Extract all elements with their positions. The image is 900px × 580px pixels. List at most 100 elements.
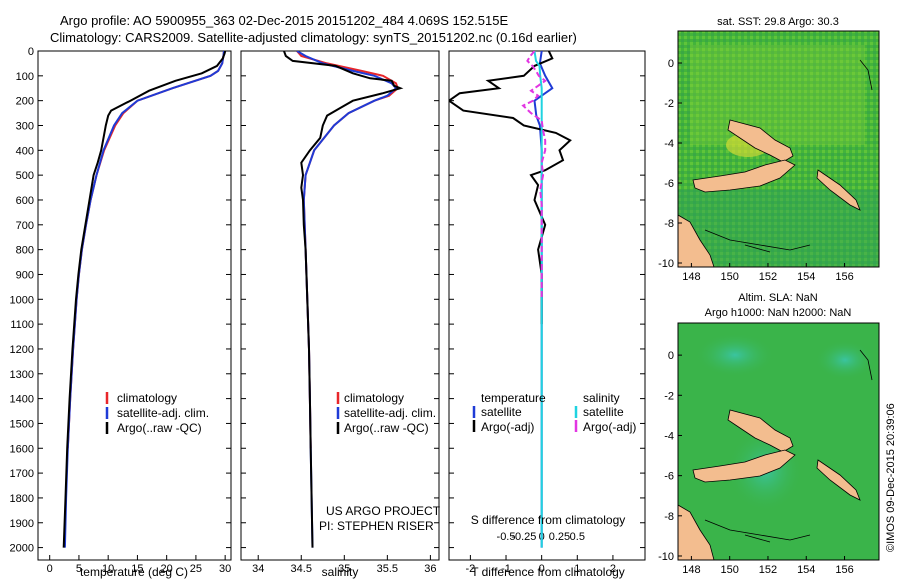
legend-label-s-argo: Argo(-adj) bbox=[583, 420, 636, 434]
sla-map-panel: Altim. SLA: NaN Argo h1000: NaN h2000: N… bbox=[658, 292, 880, 576]
x-tick-label: 0 bbox=[47, 563, 53, 575]
sst-map-title: sat. SST: 29.8 Argo: 30.3 bbox=[717, 16, 839, 28]
map-x-tick-label: 156 bbox=[835, 271, 853, 283]
legend-label-t-argo: Argo(-adj) bbox=[481, 420, 534, 434]
series-t-argo-adj- bbox=[449, 51, 572, 325]
side-stamp: ©IMOS 09-Dec-2015 20:39:06 bbox=[885, 403, 897, 552]
land-southwest-sst bbox=[678, 214, 715, 267]
difference-x-axis: -2 -1 0 1 2 bbox=[465, 555, 616, 575]
legend-label-t-satellite: satellite bbox=[481, 405, 522, 419]
land-new-guinea-sst bbox=[692, 159, 796, 193]
x-tick-label: -1 bbox=[501, 563, 511, 575]
series-argo-raw-qc- bbox=[283, 51, 404, 548]
legend-label-climatology: climatology bbox=[344, 391, 404, 405]
temperature-panel: 0100200300400500600700800900100011001200… bbox=[10, 46, 232, 579]
s-tick-label: -0.5 bbox=[497, 531, 516, 543]
salinity-x-label: salinity bbox=[322, 565, 359, 579]
x-tick-label: 20 bbox=[161, 563, 173, 575]
sla-map-frame bbox=[677, 322, 880, 561]
sla-map-axes: 148 150 152 154 156 0 -2 -4 -6 -8 -10 bbox=[658, 350, 854, 576]
depth-tick-label: 500 bbox=[16, 170, 34, 182]
x-tick-label: 1 bbox=[574, 563, 580, 575]
map-y-tick-label: 0 bbox=[668, 350, 674, 362]
map-x-tick-label: 150 bbox=[721, 564, 739, 576]
depth-tick-label: 200 bbox=[16, 96, 34, 108]
x-tick-label: 15 bbox=[131, 563, 143, 575]
s-tick-label: -0.25 bbox=[511, 531, 536, 543]
reef-lines-sla bbox=[704, 349, 873, 543]
map-x-tick-label: 152 bbox=[759, 564, 777, 576]
map-y-tick-label: 0 bbox=[668, 58, 674, 70]
x-tick-label: 34.5 bbox=[291, 563, 312, 575]
map-x-tick-label: 154 bbox=[797, 564, 815, 576]
t-difference-label: T difference from climatology bbox=[471, 565, 625, 579]
x-tick-label: 35 bbox=[338, 563, 350, 575]
legend-label-argo: Argo(..raw -QC) bbox=[344, 421, 429, 435]
map-y-tick-label: -4 bbox=[664, 138, 674, 150]
x-tick-label: 5 bbox=[76, 563, 82, 575]
legend-temperature-header: temperature bbox=[481, 391, 546, 405]
header-line-2: Climatology: CARS2009. Satellite-adjuste… bbox=[50, 30, 577, 45]
map-y-tick-label: -2 bbox=[664, 390, 674, 402]
sst-map-field bbox=[678, 31, 879, 267]
map-x-tick-label: 154 bbox=[797, 271, 815, 283]
x-tick-label: 30 bbox=[219, 563, 231, 575]
depth-tick-label: 1400 bbox=[10, 394, 34, 406]
map-y-tick-label: -10 bbox=[658, 551, 674, 563]
depth-tick-label: 700 bbox=[16, 220, 34, 232]
x-tick-label: 2 bbox=[610, 563, 616, 575]
map-y-tick-label: -6 bbox=[664, 178, 674, 190]
temperature-series bbox=[62, 51, 227, 548]
sst-map-axes: 148 150 152 154 156 0 -2 -4 -6 -8 -10 bbox=[658, 58, 854, 283]
sst-map-panel: sat. SST: 29.8 Argo: 30.3 148 150 152 154 15… bbox=[658, 16, 880, 283]
s-tick-label: 0.25 bbox=[549, 531, 570, 543]
difference-axes bbox=[448, 50, 646, 561]
header-line-1: Argo profile: AO 5900955_363 02-Dec-2015… bbox=[60, 13, 508, 28]
depth-tick-label: 1000 bbox=[10, 294, 34, 306]
salinity-axes bbox=[240, 50, 440, 561]
land-southwest-sla bbox=[678, 504, 715, 560]
salinity-panel: 34 34.5 35 35.5 36 salinity climatology sate… bbox=[240, 50, 441, 579]
map-y-tick-label: -8 bbox=[664, 511, 674, 523]
depth-axis: 0 100 200 300 400 500 600 700 800 900 1000 1100 1200… bbox=[10, 46, 231, 555]
difference-panel: -2 -1 0 1 2 -0.5-0.25 0 0.25 0.5 S difference f… bbox=[448, 50, 646, 579]
map-y-tick-label: -10 bbox=[658, 258, 674, 270]
depth-tick-label: 1200 bbox=[10, 344, 34, 356]
legend-label-s-satellite: satellite bbox=[583, 405, 624, 419]
s-difference-label: S difference from climatology bbox=[471, 513, 626, 527]
map-x-tick-label: 148 bbox=[682, 271, 700, 283]
credit-pi: PI: STEPHEN RISER bbox=[319, 519, 434, 533]
map-y-tick-label: -6 bbox=[664, 471, 674, 483]
sst-map-frame bbox=[677, 30, 880, 268]
legend-label-satellite: satellite-adj. clim. bbox=[117, 406, 209, 420]
depth-tick-label: 600 bbox=[16, 195, 34, 207]
land-new-guinea-sla bbox=[692, 449, 796, 483]
land-islands-sst bbox=[816, 169, 861, 211]
salinity-y-ticks bbox=[241, 50, 439, 549]
x-tick-label: 25 bbox=[190, 563, 202, 575]
legend-label-satellite: satellite-adj. clim. bbox=[344, 406, 436, 420]
depth-tick-label: 1500 bbox=[10, 418, 34, 430]
series-s-argo-adj- bbox=[521, 51, 547, 300]
depth-tick-label: 1600 bbox=[10, 443, 34, 455]
map-x-tick-label: 150 bbox=[721, 271, 739, 283]
sla-map-title-1: Altim. SLA: NaN bbox=[738, 292, 818, 304]
depth-tick-label: 400 bbox=[16, 145, 34, 157]
legend-label-climatology: climatology bbox=[117, 391, 177, 405]
x-tick-label: 35.5 bbox=[377, 563, 398, 575]
map-x-tick-label: 152 bbox=[759, 271, 777, 283]
temperature-x-axis: 0 5 10 15 20 25 30 bbox=[47, 555, 231, 575]
legend-salinity-header: salinity bbox=[583, 391, 620, 405]
difference-legend: temperature salinity satellite satellite… bbox=[472, 391, 636, 434]
legend-label-argo: Argo(..raw -QC) bbox=[117, 421, 202, 435]
temperature-legend: climatology satellite-adj. clim. Argo(..… bbox=[105, 391, 209, 435]
depth-tick-label: 300 bbox=[16, 120, 34, 132]
reef-lines-sst bbox=[704, 59, 873, 253]
depth-tick-label: 1100 bbox=[10, 319, 34, 331]
sla-map-title-2: Argo h1000: NaN h2000: NaN bbox=[705, 307, 852, 319]
credit-project: US ARGO PROJECT bbox=[326, 504, 441, 518]
difference-y-ticks bbox=[449, 50, 645, 549]
map-x-tick-label: 148 bbox=[682, 564, 700, 576]
map-y-tick-label: -8 bbox=[664, 218, 674, 230]
